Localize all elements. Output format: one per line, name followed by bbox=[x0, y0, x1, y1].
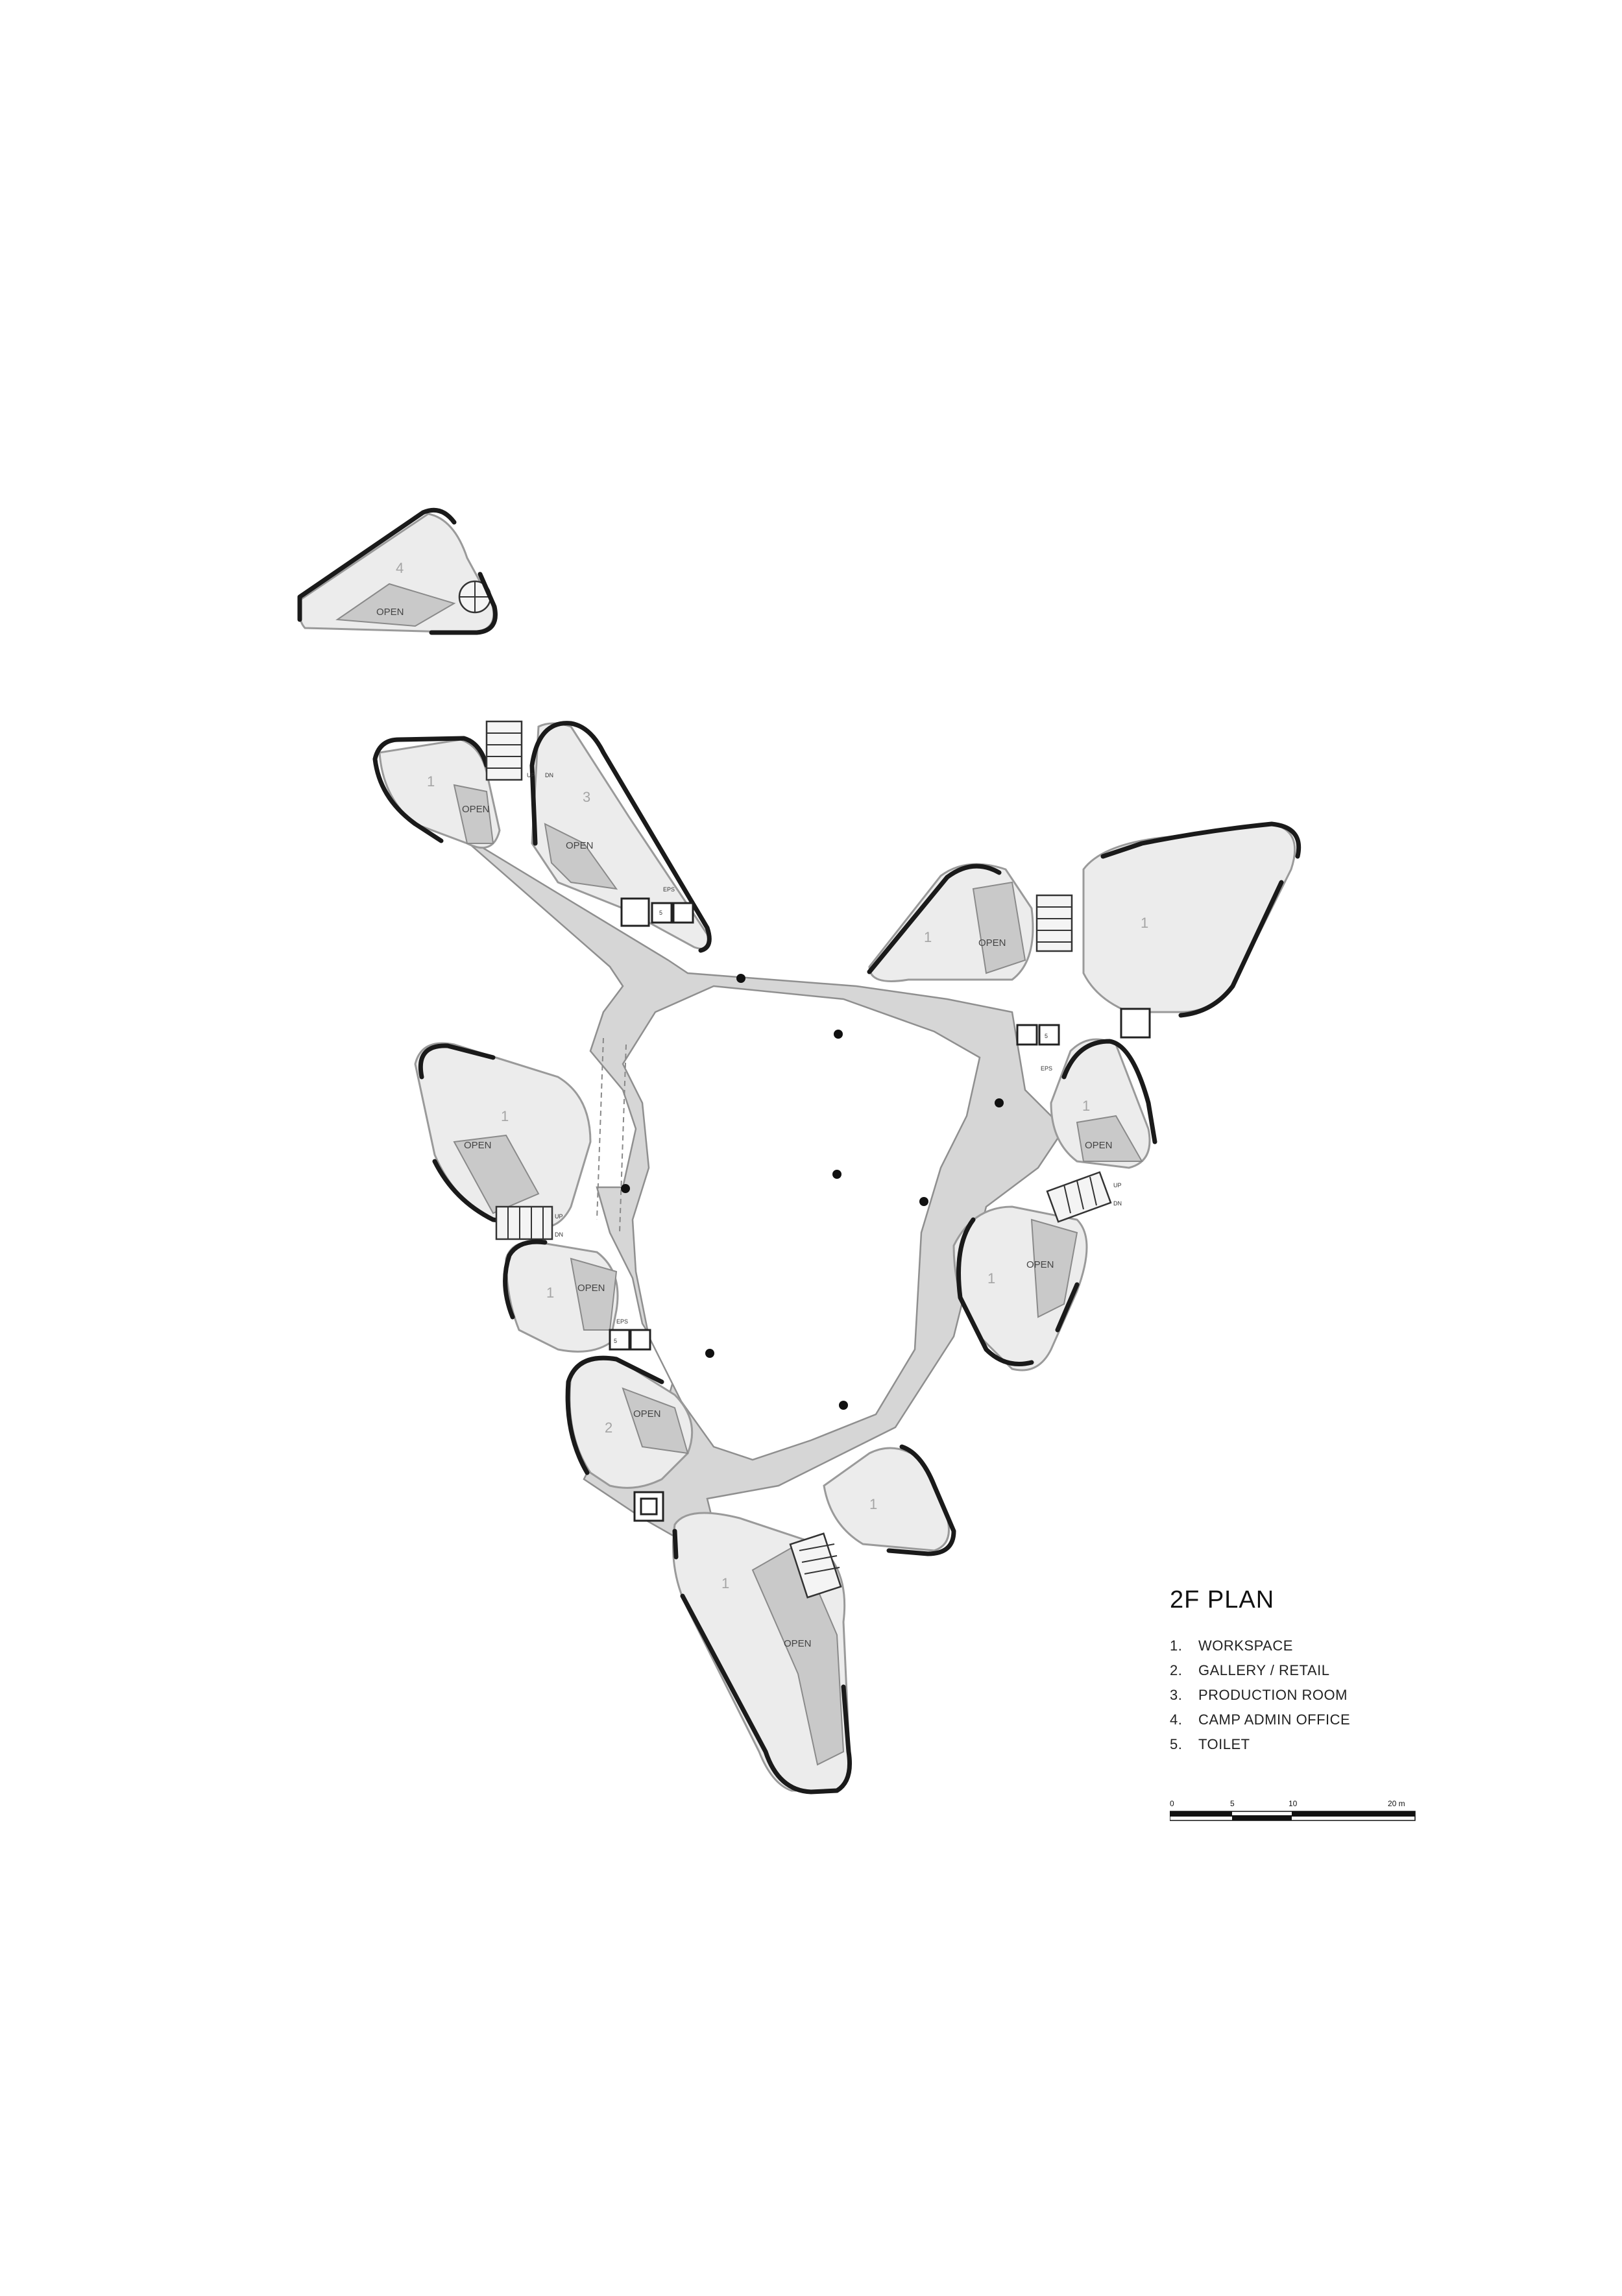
room-number-1: 1 bbox=[546, 1285, 554, 1301]
scale-segment bbox=[1170, 1811, 1232, 1817]
room-number-1: 1 bbox=[427, 773, 435, 790]
dn-label: DN bbox=[555, 1231, 563, 1238]
legend-label: CAMP ADMIN OFFICE bbox=[1198, 1708, 1350, 1732]
eps-label: EPS bbox=[616, 1318, 628, 1325]
room-workspace-east-lower: 1 OPEN bbox=[954, 1207, 1087, 1370]
room-number-5: 5 bbox=[1045, 1033, 1048, 1039]
scale-tick-label: 5 bbox=[1230, 1799, 1235, 1808]
column bbox=[621, 1184, 630, 1193]
legend-label: PRODUCTION ROOM bbox=[1198, 1683, 1348, 1708]
open-label: OPEN bbox=[633, 1408, 661, 1420]
room-number-1: 1 bbox=[869, 1496, 877, 1512]
open-label: OPEN bbox=[1026, 1259, 1054, 1270]
scale-tick-label: 0 bbox=[1170, 1799, 1174, 1808]
dn-label: DN bbox=[1113, 1200, 1122, 1207]
legend-item: 3. PRODUCTION ROOM bbox=[1170, 1683, 1442, 1708]
room-workspace-south-east: 1 bbox=[824, 1447, 954, 1554]
room-workspace-ne-small: 1 OPEN bbox=[869, 864, 1033, 982]
scale-bar: 0 5 10 20 m bbox=[1170, 1797, 1429, 1836]
plan-title: 2F PLAN bbox=[1170, 1586, 1442, 1614]
column bbox=[736, 974, 745, 983]
column bbox=[839, 1401, 848, 1410]
room-workspace-west: 1 OPEN bbox=[415, 1043, 590, 1227]
column bbox=[834, 1030, 843, 1039]
up-label: UP bbox=[1113, 1182, 1122, 1189]
legend-item: 1. WORKSPACE bbox=[1170, 1634, 1442, 1658]
room-number-5: 5 bbox=[614, 1338, 617, 1344]
plan-legend: 2F PLAN 1. WORKSPACE 2. GALLERY / RETAIL… bbox=[1170, 1586, 1442, 1757]
open-label: OPEN bbox=[978, 937, 1006, 949]
room-number-1: 1 bbox=[1141, 915, 1148, 931]
legend-label: GALLERY / RETAIL bbox=[1198, 1658, 1329, 1683]
stair-ne bbox=[1037, 895, 1072, 951]
room-workspace-east-upper: 1 OPEN bbox=[1051, 1039, 1155, 1168]
up-label: UP bbox=[555, 1213, 563, 1220]
legend-number: 2. bbox=[1170, 1658, 1198, 1683]
legend-item: 4. CAMP ADMIN OFFICE bbox=[1170, 1708, 1442, 1732]
stair-nw bbox=[487, 721, 522, 780]
open-label: OPEN bbox=[376, 607, 404, 618]
open-label: OPEN bbox=[784, 1638, 812, 1649]
room-number-5: 5 bbox=[659, 910, 662, 916]
open-label: OPEN bbox=[577, 1283, 605, 1294]
open-label: OPEN bbox=[566, 840, 594, 851]
eps-label: EPS bbox=[1041, 1065, 1052, 1072]
legend-label: TOILET bbox=[1198, 1732, 1250, 1757]
room-number-1: 1 bbox=[721, 1575, 729, 1591]
eps-label: EPS bbox=[663, 886, 675, 893]
scale-tick-label: 20 m bbox=[1388, 1799, 1405, 1808]
open-label: OPEN bbox=[1085, 1140, 1113, 1151]
room-workspace-ne-large: 1 bbox=[1083, 824, 1299, 1015]
open-label: OPEN bbox=[464, 1140, 492, 1151]
column bbox=[919, 1197, 928, 1206]
scale-tick-label: 10 bbox=[1289, 1799, 1298, 1808]
room-number-1: 1 bbox=[1082, 1098, 1090, 1114]
legend-number: 5. bbox=[1170, 1732, 1198, 1757]
room-number-3: 3 bbox=[583, 789, 590, 805]
room-camp-admin-office: 4 OPEN bbox=[299, 510, 495, 633]
legend-label: WORKSPACE bbox=[1198, 1634, 1293, 1658]
room-workspace-nw: 1 OPEN bbox=[375, 738, 500, 848]
column bbox=[995, 1098, 1004, 1107]
scale-segment bbox=[1232, 1815, 1292, 1820]
stair-west bbox=[496, 1207, 552, 1239]
dn-label: DN bbox=[545, 772, 553, 779]
scale-segment bbox=[1292, 1811, 1415, 1817]
stair-east bbox=[1047, 1172, 1111, 1222]
room-number-1: 1 bbox=[501, 1108, 509, 1124]
column bbox=[705, 1349, 714, 1358]
column bbox=[832, 1170, 841, 1179]
room-number-4: 4 bbox=[396, 560, 404, 576]
legend-item: 5. TOILET bbox=[1170, 1732, 1442, 1757]
room-number-1: 1 bbox=[987, 1270, 995, 1287]
up-label: UP bbox=[527, 772, 535, 779]
legend-number: 3. bbox=[1170, 1683, 1198, 1708]
open-label: OPEN bbox=[462, 804, 490, 815]
room-workspace-sw: 1 OPEN bbox=[505, 1242, 618, 1351]
legend-number: 1. bbox=[1170, 1634, 1198, 1658]
service-box-south bbox=[635, 1492, 663, 1521]
legend-number: 4. bbox=[1170, 1708, 1198, 1732]
room-number-2: 2 bbox=[605, 1420, 612, 1436]
room-number-1: 1 bbox=[924, 929, 932, 945]
legend-item: 2. GALLERY / RETAIL bbox=[1170, 1658, 1442, 1683]
